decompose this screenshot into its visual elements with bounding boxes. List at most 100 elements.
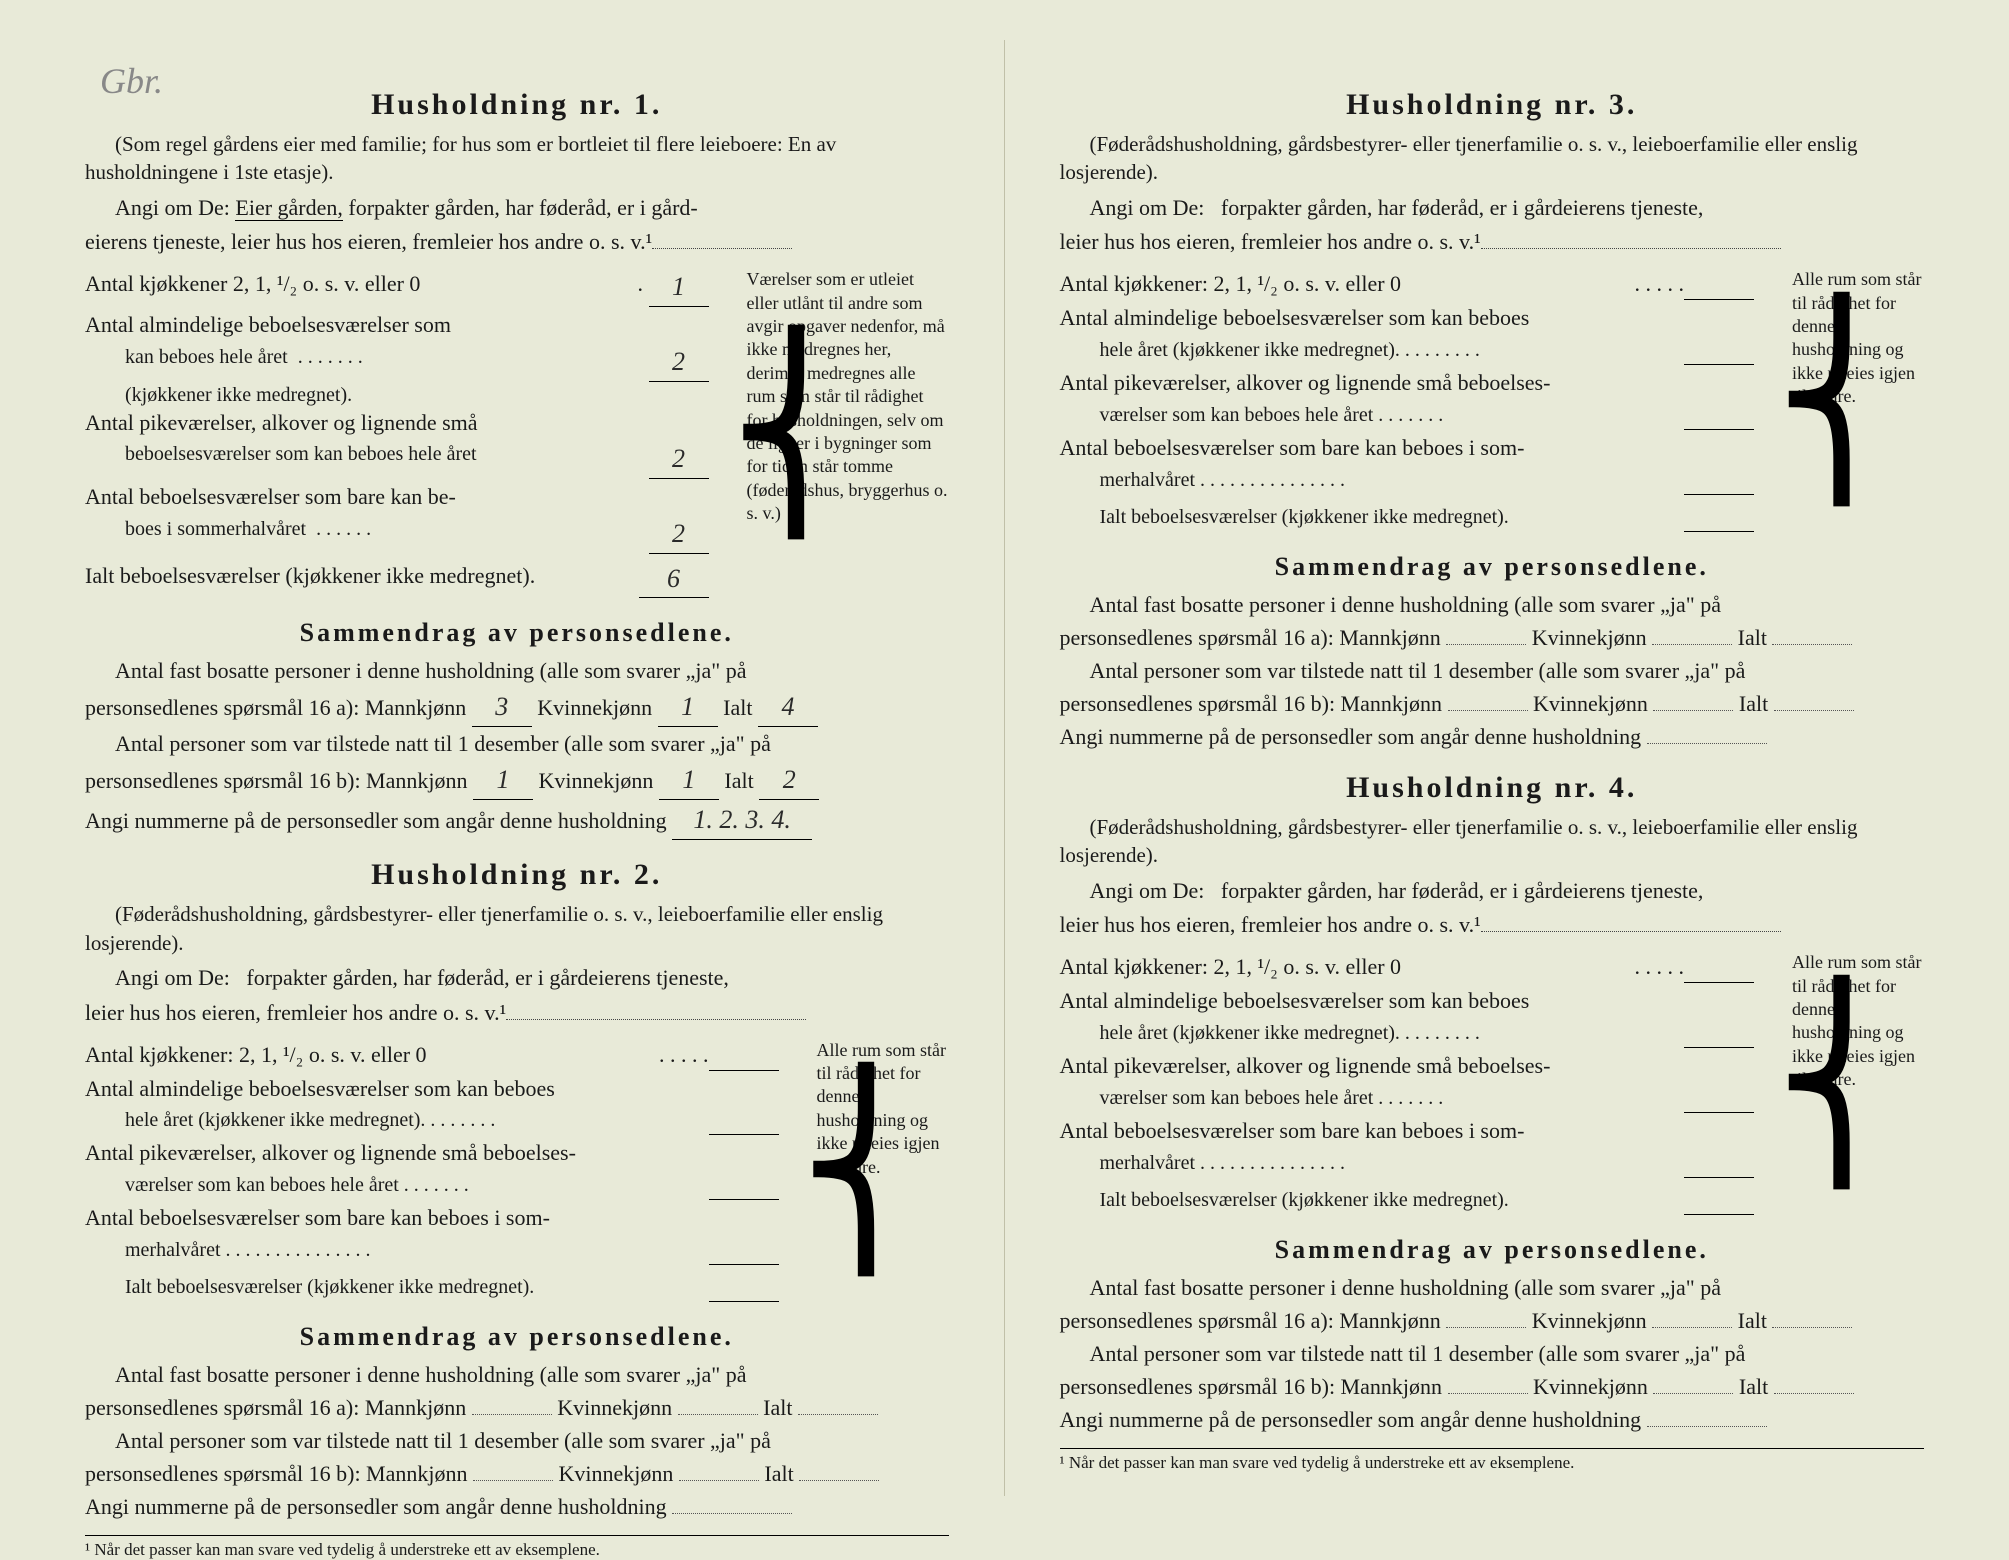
h1-nummer-value: 1. 2. 3. 4.	[672, 800, 812, 840]
h1-til-ialt: 2	[759, 760, 819, 800]
h1-pike-l1: Antal pikeværelser, alkover og lignende …	[85, 407, 709, 439]
h2-rooms-left: Antal kjøkkener: 2, 1, ¹/₂ o. s. v. elle…	[85, 1039, 779, 1305]
h3-summary-title: Sammendrag av personsedlene.	[1060, 552, 1925, 582]
h2-fast-l1: Antal fast bosatte personer i denne hush…	[85, 1358, 949, 1391]
h3-summer-l1: Antal beboelsesværelser som bare kan beb…	[1060, 432, 1755, 464]
h1-pike-l2: beboelsesværelser som kan beboes hele år…	[85, 440, 649, 479]
h1-title: Husholdning nr. 1.	[85, 88, 949, 122]
h2-intro: (Føderådshusholdning, gårdsbestyrer- ell…	[85, 900, 949, 957]
h4-nummer: Angi nummerne på de personsedler som ang…	[1060, 1403, 1925, 1436]
h4-til-l1: Antal personer som var tilstede natt til…	[1060, 1337, 1925, 1370]
h4-total-label: Ialt beboelsesværelser (kjøkkener ikke m…	[1060, 1186, 1685, 1215]
household-1: Husholdning nr. 1. (Som regel gårdens ei…	[85, 88, 949, 840]
h4-til-l2: personsedlenes spørsmål 16 b): Mannkjønn…	[1060, 1370, 1925, 1403]
h1-kitchens-value: 1	[649, 268, 709, 307]
left-page: Gbr. Husholdning nr. 1. (Som regel gårde…	[30, 40, 1005, 1496]
h3-rooms-value	[1684, 336, 1754, 365]
h1-angi-rest: forpakter gården, har føderåd, er i gård…	[348, 195, 697, 220]
h2-til-l2: personsedlenes spørsmål 16 b): Mannkjønn…	[85, 1457, 949, 1490]
footnote-right: ¹ Når det passer kan man svare ved tydel…	[1060, 1448, 1925, 1473]
h4-summary-title: Sammendrag av personsedlene.	[1060, 1235, 1925, 1265]
h1-fast-mann: 3	[472, 687, 532, 727]
h4-title: Husholdning nr. 4.	[1060, 771, 1925, 805]
brace-icon: ⎨	[729, 268, 864, 600]
h4-fast-l1: Antal fast bosatte personer i denne hush…	[1060, 1271, 1925, 1304]
h2-total-value	[709, 1273, 779, 1302]
h3-til-l1: Antal personer som var tilstede natt til…	[1060, 654, 1925, 687]
h3-total-label: Ialt beboelsesværelser (kjøkkener ikke m…	[1060, 503, 1685, 532]
h4-rooms-l1: Antal almindelige beboelsesværelser som …	[1060, 985, 1755, 1017]
h4-pike-l1: Antal pikeværelser, alkover og lignende …	[1060, 1050, 1755, 1082]
h2-summer-l1: Antal beboelsesværelser som bare kan beb…	[85, 1202, 779, 1234]
h2-rooms-value	[709, 1106, 779, 1135]
h1-rooms-block: Antal kjøkkener 2, 1, ¹/₂ o. s. v. eller…	[85, 268, 949, 600]
h1-kitchens-label: Antal kjøkkener 2, 1, ¹/₂ o. s. v. eller…	[85, 268, 632, 307]
h2-til-l1: Antal personer som var tilstede natt til…	[85, 1424, 949, 1457]
h4-sidenote: ⎨ Alle rum som står til rådighet for den…	[1774, 951, 1924, 1217]
h1-nummer: Angi nummerne på de personsedler som ang…	[85, 800, 949, 840]
h2-angi2: leier hus hos eieren, fremleier hos andr…	[85, 998, 949, 1029]
h1-fast-l1: Antal fast bosatte personer i denne hush…	[85, 654, 949, 687]
h4-summer-l1: Antal beboelsesværelser som bare kan beb…	[1060, 1115, 1755, 1147]
h3-summer-value	[1684, 466, 1754, 495]
household-3: Husholdning nr. 3. (Føderådshusholdning,…	[1060, 88, 1925, 753]
h1-angi-prefix: Angi om De:	[115, 195, 230, 220]
h1-til-l2: personsedlenes spørsmål 16 b): Mannkjønn…	[85, 760, 949, 800]
h3-fast-l2: personsedlenes spørsmål 16 a): Mannkjønn…	[1060, 621, 1925, 654]
h3-title: Husholdning nr. 3.	[1060, 88, 1925, 122]
household-4: Husholdning nr. 4. (Føderådshusholdning,…	[1060, 771, 1925, 1436]
h4-fast-l2: personsedlenes spørsmål 16 a): Mannkjønn…	[1060, 1304, 1925, 1337]
h2-nummer: Angi nummerne på de personsedler som ang…	[85, 1490, 949, 1523]
h4-rooms-value	[1684, 1019, 1754, 1048]
h1-rooms-value: 2	[649, 343, 709, 382]
h2-rooms-block: Antal kjøkkener: 2, 1, ¹/₂ o. s. v. elle…	[85, 1039, 949, 1305]
h1-til-l1: Antal personer som var tilstede natt til…	[85, 727, 949, 760]
h2-pike-value	[709, 1171, 779, 1200]
h3-pike-value	[1684, 401, 1754, 430]
h1-angi-underlined: Eier gården,	[235, 195, 343, 221]
h1-rooms-left: Antal kjøkkener 2, 1, ¹/₂ o. s. v. eller…	[85, 268, 709, 600]
h3-rooms-block: Antal kjøkkener: 2, 1, ¹/₂ o. s. v. elle…	[1060, 268, 1925, 534]
brace-icon: ⎨	[799, 1039, 934, 1305]
h1-pike-value: 2	[649, 440, 709, 479]
h3-intro: (Føderådshusholdning, gårdsbestyrer- ell…	[1060, 130, 1925, 187]
h2-summer-value	[709, 1236, 779, 1265]
h4-angi: Angi om De: forpakter gården, har føderå…	[1060, 876, 1925, 907]
h1-total-value: 6	[639, 560, 709, 599]
h1-sidenote: ⎨ Værelser som er utleiet eller utlånt t…	[729, 268, 949, 600]
h3-kitchens-label: Antal kjøkkener: 2, 1, ¹/₂ o. s. v. elle…	[1060, 268, 1630, 300]
h1-angi: Angi om De: Eier gården, forpakter gårde…	[85, 193, 949, 224]
h3-total-value	[1684, 503, 1754, 532]
h1-total-label: Ialt beboelsesværelser (kjøkkener ikke m…	[85, 560, 639, 599]
h1-fast-kvinne: 1	[658, 687, 718, 727]
h1-intro: (Som regel gårdens eier med familie; for…	[85, 130, 949, 187]
h3-kitchens-value	[1684, 268, 1754, 300]
h3-nummer: Angi nummerne på de personsedler som ang…	[1060, 720, 1925, 753]
household-2: Husholdning nr. 2. (Føderådshusholdning,…	[85, 858, 949, 1523]
h2-kitchens-label: Antal kjøkkener: 2, 1, ¹/₂ o. s. v. elle…	[85, 1039, 654, 1071]
h1-summer-value: 2	[649, 515, 709, 554]
h2-angi: Angi om De: forpakter gården, har føderå…	[85, 963, 949, 994]
h3-pike-l1: Antal pikeværelser, alkover og lignende …	[1060, 367, 1755, 399]
h3-rooms-left: Antal kjøkkener: 2, 1, ¹/₂ o. s. v. elle…	[1060, 268, 1755, 534]
h4-kitchens-value	[1684, 951, 1754, 983]
h3-angi: Angi om De: forpakter gården, har føderå…	[1060, 193, 1925, 224]
h4-rooms-block: Antal kjøkkener: 2, 1, ¹/₂ o. s. v. elle…	[1060, 951, 1925, 1217]
h2-summary-title: Sammendrag av personsedlene.	[85, 1322, 949, 1352]
h1-fast-ialt: 4	[758, 687, 818, 727]
h1-angi2: eierens tjeneste, leier hus hos eieren, …	[85, 227, 949, 258]
h2-kitchens-value	[709, 1039, 779, 1071]
h1-fast-l2: personsedlenes spørsmål 16 a): Mannkjønn…	[85, 687, 949, 727]
right-page: Husholdning nr. 3. (Føderådshusholdning,…	[1005, 40, 1980, 1496]
h4-summer-value	[1684, 1149, 1754, 1178]
h4-total-value	[1684, 1186, 1754, 1215]
h4-pike-value	[1684, 1084, 1754, 1113]
h1-til-mann: 1	[473, 760, 533, 800]
brace-icon: ⎨	[1774, 268, 1909, 534]
h3-sidenote: ⎨ Alle rum som står til rådighet for den…	[1774, 268, 1924, 534]
h2-total-label: Ialt beboelsesværelser (kjøkkener ikke m…	[85, 1273, 709, 1302]
h2-pike-l1: Antal pikeværelser, alkover og lignende …	[85, 1137, 779, 1169]
handwritten-note: Gbr.	[100, 60, 163, 102]
h4-intro: (Føderådshusholdning, gårdsbestyrer- ell…	[1060, 813, 1925, 870]
h3-angi2: leier hus hos eieren, fremleier hos andr…	[1060, 227, 1925, 258]
